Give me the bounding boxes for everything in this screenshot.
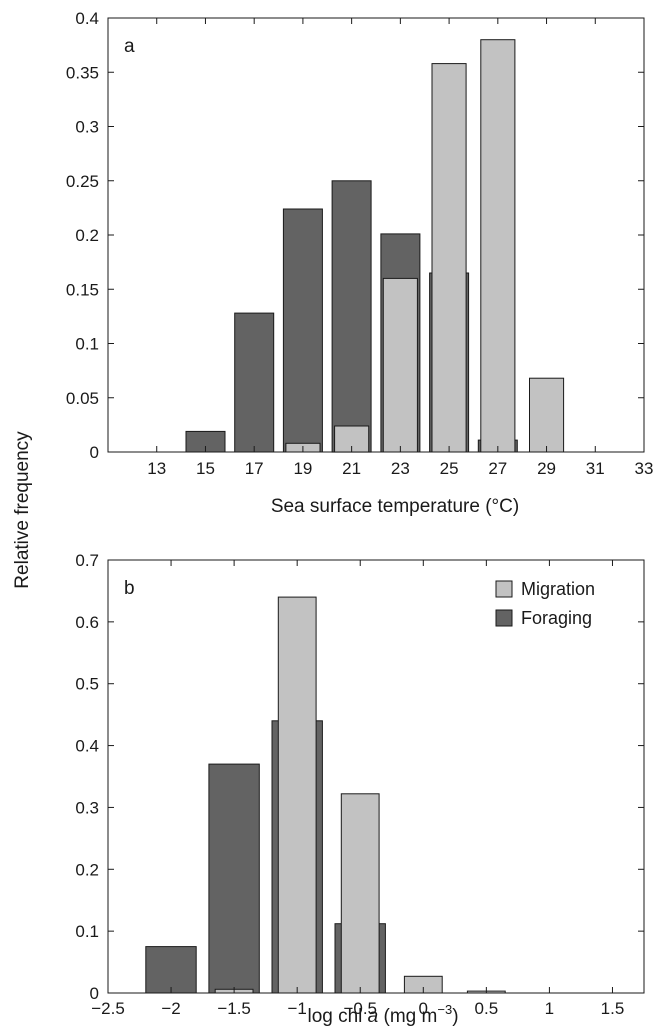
panel-b-xticks: −2.5 −2 −1.5 −1 −0.5 0 0.5 1 1.5	[91, 560, 624, 1018]
x-tick-label: −2.5	[91, 999, 125, 1018]
y-tick-label: 0.3	[75, 798, 99, 817]
panel-a-x-axis-label: Sea surface temperature (°C)	[271, 496, 519, 517]
x-tick-label: 0	[419, 999, 428, 1018]
bar-foraging	[331, 180, 372, 453]
panel-a-xticks: 13 15 17 19 21 23 25 27 29 31 33	[147, 18, 653, 478]
bar-migration	[480, 39, 516, 453]
bar-foraging	[145, 946, 197, 994]
legend-label-migration: Migration	[521, 579, 595, 599]
x-tick-label: 31	[586, 459, 605, 478]
x-tick-label: 1	[545, 999, 554, 1018]
panel-b-yticks: 0 0.1 0.2 0.3 0.4 0.5 0.6 0.7	[75, 551, 644, 1003]
panel-b-bars	[145, 596, 506, 994]
x-tick-label: 15	[196, 459, 215, 478]
bar-foraging	[208, 763, 260, 994]
y-tick-label: 0.35	[66, 63, 99, 82]
x-tick-label: 13	[147, 459, 166, 478]
x-tick-label: 29	[537, 459, 556, 478]
y-tick-label: 0.3	[75, 118, 99, 137]
panel-a-yticks: 0 0.05 0.1 0.15 0.2 0.25 0.3 0.35 0.4	[66, 9, 644, 462]
panel-a-bars	[185, 39, 565, 453]
legend: Migration Foraging	[495, 579, 595, 628]
xlabel-part-1: log chl	[307, 1006, 367, 1027]
bar-foraging	[282, 208, 323, 453]
panel-b-label: b	[124, 578, 135, 599]
panel-a-label: a	[124, 36, 135, 57]
x-tick-label: 27	[488, 459, 507, 478]
y-tick-label: 0.05	[66, 389, 99, 408]
x-tick-label: −1.5	[217, 999, 251, 1018]
bar-migration	[431, 63, 467, 453]
legend-swatch-migration	[495, 580, 513, 598]
xlabel-part-2: a	[368, 1006, 379, 1027]
y-tick-label: 0.25	[66, 172, 99, 191]
x-tick-label: −1	[287, 999, 306, 1018]
x-tick-label: −0.5	[343, 999, 377, 1018]
bar-migration	[382, 277, 418, 453]
bar-migration	[529, 377, 565, 453]
y-tick-label: 0.7	[75, 551, 99, 570]
y-tick-label: 0.4	[75, 737, 99, 756]
y-tick-label: 0.2	[75, 860, 99, 879]
y-tick-label: 0.1	[75, 922, 99, 941]
panel-b-x-axis-label: log chl a (mg m−3)	[307, 1002, 458, 1027]
panel-b-frame	[107, 559, 645, 994]
y-tick-label: 0	[90, 984, 99, 1003]
x-tick-label: 33	[635, 459, 654, 478]
panel-a: 0 0.05 0.1 0.15 0.2 0.25 0.3 0.35 0.4 13 15 17 19 21…	[66, 9, 654, 517]
y-tick-label: 0	[90, 443, 99, 462]
y-tick-label: 0.2	[75, 226, 99, 245]
y-tick-label: 0.1	[75, 335, 99, 354]
bar-migration	[277, 596, 317, 994]
y-tick-label: 0.15	[66, 280, 99, 299]
y-axis-label: Relative frequency	[12, 431, 33, 589]
y-tick-label: 0.4	[75, 9, 99, 28]
x-tick-label: 23	[391, 459, 410, 478]
panel-b: 00.10.20.30.40.50.60.7 −2.5 −2 −1.5 −1 −0.5 0…	[75, 551, 645, 1027]
y-tick-label: 0.5	[75, 675, 99, 694]
xlabel-part-3: (mg m	[378, 1006, 437, 1027]
legend-label-foraging: Foraging	[521, 608, 592, 628]
bar-migration	[340, 793, 380, 994]
x-tick-label: −2	[161, 999, 180, 1018]
x-tick-label: 17	[245, 459, 264, 478]
y-tick-label: 0.6	[75, 613, 99, 632]
legend-swatch-foraging	[495, 609, 513, 627]
bar-foraging	[234, 312, 275, 453]
x-tick-label: 25	[440, 459, 459, 478]
x-tick-label: 19	[293, 459, 312, 478]
x-tick-label: 0.5	[475, 999, 499, 1018]
xlabel-part-4: −3	[437, 1002, 452, 1017]
x-tick-label: 21	[342, 459, 361, 478]
x-tick-label: 1.5	[601, 999, 625, 1018]
xlabel-part-5: )	[452, 1006, 458, 1027]
